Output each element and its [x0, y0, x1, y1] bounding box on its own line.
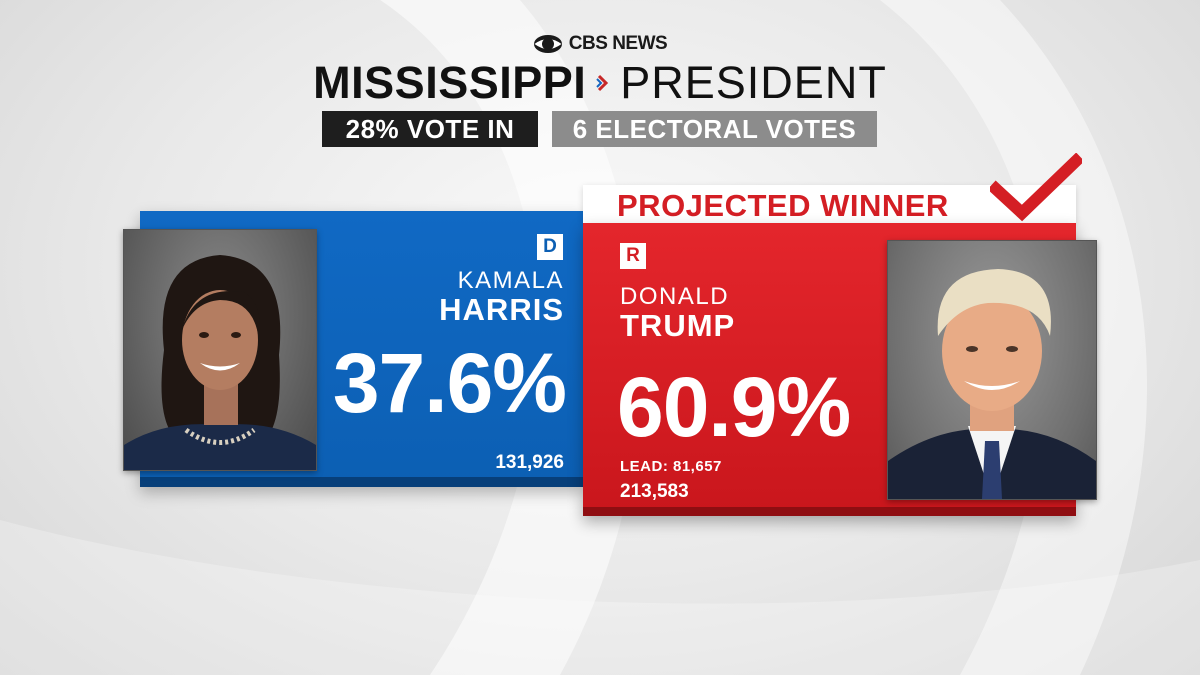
- harris-portrait-illustration: [124, 255, 316, 470]
- trump-percent: 60.9%: [617, 360, 851, 454]
- trump-panel-shadow: [583, 507, 1076, 516]
- cbs-eye-icon: [533, 35, 562, 53]
- harris-votes: 131,926: [495, 452, 564, 473]
- electoral-votes-badge: 6 ELECTORAL VOTES: [552, 111, 877, 147]
- trump-lead: LEAD: 81,657: [620, 458, 722, 475]
- trump-portrait: [887, 240, 1097, 500]
- checkmark-icon: [990, 153, 1082, 222]
- trump-votes: 213,583: [620, 481, 689, 502]
- harris-first-name: KAMALA: [457, 267, 564, 294]
- trump-portrait-illustration: [888, 269, 1096, 499]
- cbs-news-logo: CBS NEWS: [0, 33, 1200, 55]
- race-name: PRESIDENT: [620, 57, 887, 108]
- harris-last-name: HARRIS: [439, 292, 564, 327]
- republican-badge: R: [620, 243, 646, 269]
- harris-percent: 37.6%: [332, 336, 567, 430]
- democrat-badge: D: [537, 234, 563, 260]
- chevron-right-icon: [596, 74, 609, 92]
- trump-last-name: TRUMP: [620, 308, 736, 343]
- race-title: MISSISSIPPI PRESIDENT: [0, 57, 1200, 109]
- vote-in-badge: 28% VOTE IN: [322, 111, 538, 147]
- brand-name: CBS NEWS: [568, 33, 668, 54]
- harris-portrait: [123, 229, 317, 471]
- projected-winner-label: PROJECTED WINNER: [617, 188, 949, 223]
- harris-panel-shadow: [140, 477, 585, 487]
- state-name: MISSISSIPPI: [313, 57, 587, 108]
- trump-first-name: DONALD: [620, 283, 730, 310]
